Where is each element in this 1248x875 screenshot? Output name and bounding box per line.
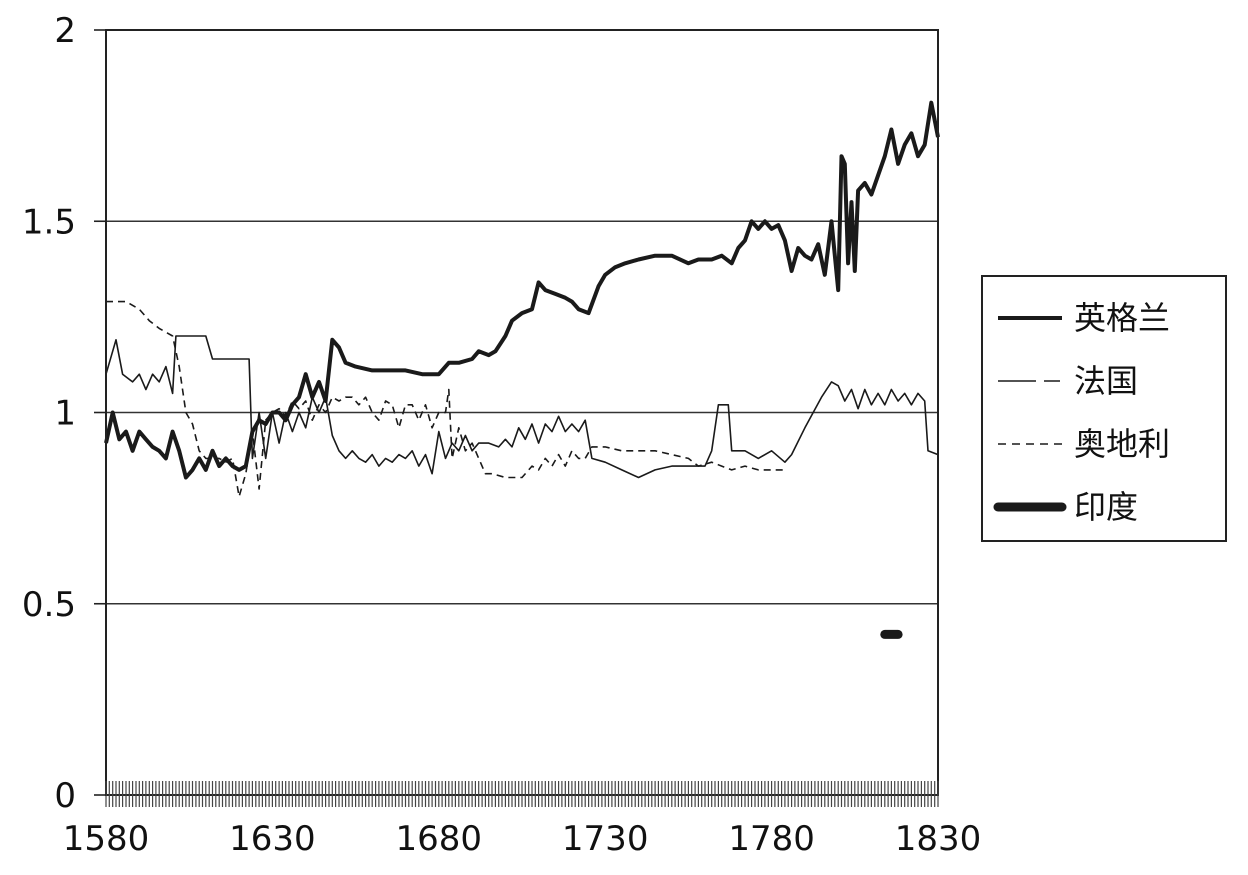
y-tick-labels: 0 0.5 1 1.5 2	[22, 11, 106, 816]
legend-label-0: 英格兰	[1074, 299, 1170, 337]
legend-label-3: 印度	[1074, 488, 1138, 526]
legend-label-1: 法国	[1074, 362, 1138, 400]
series-line-0	[104, 100, 940, 480]
x-tick-label-4: 1780	[728, 819, 815, 859]
x-tick-label-1: 1630	[229, 819, 316, 859]
series-line-1	[105, 335, 939, 479]
legend-label-2: 奥地利	[1074, 425, 1170, 463]
y-tick-label-2: 1	[54, 394, 76, 434]
x-axis-year-ticks	[105, 781, 939, 807]
x-tick-label-5: 1830	[895, 819, 982, 859]
x-tick-label-2: 1680	[396, 819, 483, 859]
y-tick-label-4: 2	[54, 11, 76, 51]
x-tick-labels: 1580 1630 1680 1730 1780 1830	[63, 819, 982, 859]
legend-box	[981, 275, 1227, 542]
y-tick-label-1: 0.5	[22, 585, 76, 625]
x-tick-label-0: 1580	[63, 819, 150, 859]
series-lines	[104, 100, 940, 639]
x-tick-label-3: 1730	[562, 819, 649, 859]
y-tick-label-3: 1.5	[22, 202, 76, 242]
year-tick-marks	[105, 781, 939, 807]
gridlines	[106, 220, 938, 605]
y-tick-label-0: 0	[54, 776, 76, 816]
